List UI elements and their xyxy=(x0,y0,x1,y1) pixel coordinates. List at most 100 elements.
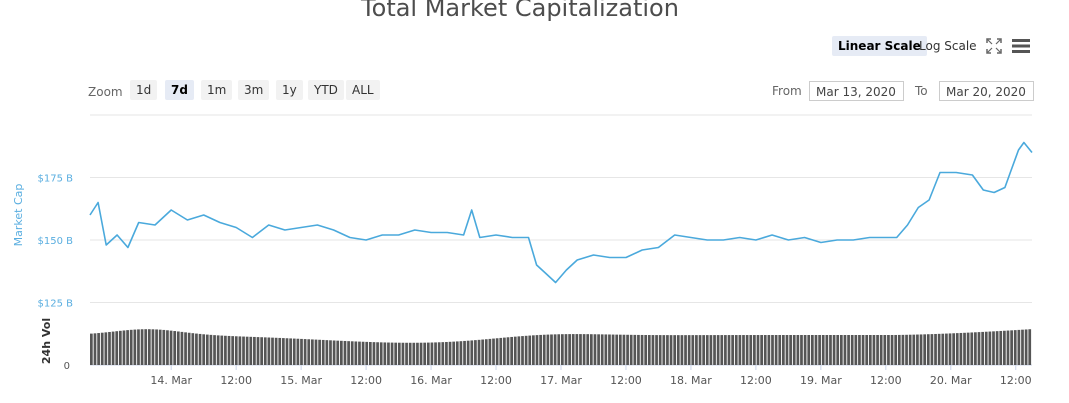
volume-bar xyxy=(836,335,840,365)
volume-bar xyxy=(282,338,285,365)
zoom-1m-button[interactable]: 1m xyxy=(201,80,233,100)
volume-bar xyxy=(455,341,459,365)
volume-bar xyxy=(470,340,474,365)
volume-bar xyxy=(169,330,173,365)
volume-bar xyxy=(492,338,495,365)
x-tick-label: 12:00 xyxy=(480,374,512,387)
from-date-input[interactable]: Mar 13, 2020 xyxy=(809,81,904,101)
volume-bar xyxy=(724,335,727,365)
volume-bar xyxy=(633,334,637,365)
volume-bar xyxy=(785,335,789,365)
zoom-ytd-button[interactable]: YTD xyxy=(308,80,344,100)
volume-bar xyxy=(887,335,890,365)
volume-bar xyxy=(579,334,582,365)
volume-bar xyxy=(716,335,720,365)
log-scale-button[interactable]: Log Scale xyxy=(919,39,977,53)
volume-bar xyxy=(368,342,372,365)
volume-bar xyxy=(941,333,945,365)
volume-bar xyxy=(289,338,292,365)
volume-bar xyxy=(597,334,600,365)
volume-bar xyxy=(771,335,774,365)
volume-bar xyxy=(202,334,206,365)
x-tick-label: 12:00 xyxy=(1000,374,1032,387)
volume-bar xyxy=(593,334,597,365)
chart-title: Total Market Capitalization xyxy=(361,0,679,22)
volume-bar xyxy=(810,335,814,365)
volume-bar xyxy=(140,329,144,365)
volume-bar xyxy=(861,335,865,365)
y-axis-title-volume: 24h Vol xyxy=(40,318,53,364)
volume-bar xyxy=(528,335,532,365)
volume-bar xyxy=(452,341,456,365)
volume-bar xyxy=(405,342,408,365)
volume-bar xyxy=(205,334,209,365)
x-tick-label: 12:00 xyxy=(870,374,902,387)
volume-bar xyxy=(905,334,908,365)
volume-bar xyxy=(224,335,227,365)
volume-bar xyxy=(687,335,691,365)
x-tick-label: 12:00 xyxy=(740,374,772,387)
volume-bar xyxy=(133,329,137,365)
y-tick-label: $175 B xyxy=(38,174,74,185)
volume-bar xyxy=(662,335,666,365)
volume-bar xyxy=(93,333,97,365)
volume-bar xyxy=(709,335,713,365)
volume-bar xyxy=(571,334,575,365)
volume-bar xyxy=(256,337,260,365)
volume-bar xyxy=(339,340,343,365)
volume-bar xyxy=(872,335,876,365)
volume-bar xyxy=(307,339,311,365)
zoom-7d-button[interactable]: 7d xyxy=(165,80,194,100)
volume-bar xyxy=(513,336,517,365)
volume-bar xyxy=(503,337,506,365)
volume-bar xyxy=(727,335,731,365)
volume-bar xyxy=(550,334,553,365)
volume-bar xyxy=(952,333,956,365)
volume-bar xyxy=(814,335,818,365)
zoom-1y-button[interactable]: 1y xyxy=(276,80,303,100)
volume-bar xyxy=(995,331,999,365)
volume-bar xyxy=(231,336,235,365)
volume-bar xyxy=(166,330,169,365)
zoom-all-button[interactable]: ALL xyxy=(346,80,380,100)
volume-bar xyxy=(329,340,332,365)
volume-bar xyxy=(361,341,365,365)
volume-bar xyxy=(303,339,307,365)
volume-bar xyxy=(227,335,231,365)
volume-bar xyxy=(198,333,202,365)
volume-bar xyxy=(111,331,115,365)
volume-bar xyxy=(242,336,245,365)
volume-bar xyxy=(930,334,934,365)
volume-bar xyxy=(108,331,111,365)
zoom-1d-button[interactable]: 1d xyxy=(130,80,158,100)
volume-bar xyxy=(176,331,180,365)
volume-bar xyxy=(220,335,224,365)
volume-bar xyxy=(267,337,271,365)
volume-bar xyxy=(1003,330,1006,365)
volume-bar xyxy=(542,334,546,365)
to-date-input[interactable]: Mar 20, 2020 xyxy=(939,81,1034,101)
volume-bar xyxy=(318,339,321,365)
x-tick-label: 16. Mar xyxy=(410,374,452,387)
volume-bar xyxy=(626,334,629,365)
zoom-3m-button[interactable]: 3m xyxy=(238,80,270,100)
volume-bar xyxy=(561,334,564,365)
volume-bar xyxy=(691,335,695,365)
volume-bar xyxy=(499,337,503,365)
volume-bar xyxy=(158,329,162,365)
volume-bar xyxy=(216,335,220,365)
volume-bar xyxy=(129,329,133,365)
volume-bar xyxy=(354,341,358,365)
volume-bar xyxy=(774,335,778,365)
volume-bar xyxy=(934,333,937,365)
volume-bar xyxy=(234,336,238,365)
volume-bar xyxy=(908,334,912,365)
volume-bar xyxy=(818,335,821,365)
fullscreen-icon[interactable] xyxy=(986,38,1002,54)
hamburger-menu-icon[interactable] xyxy=(1012,38,1030,54)
linear-scale-button[interactable]: Linear Scale xyxy=(832,36,927,56)
volume-bar xyxy=(1010,330,1013,365)
volume-bar xyxy=(278,337,282,365)
volume-bar xyxy=(803,335,807,365)
volume-bar xyxy=(923,334,927,365)
